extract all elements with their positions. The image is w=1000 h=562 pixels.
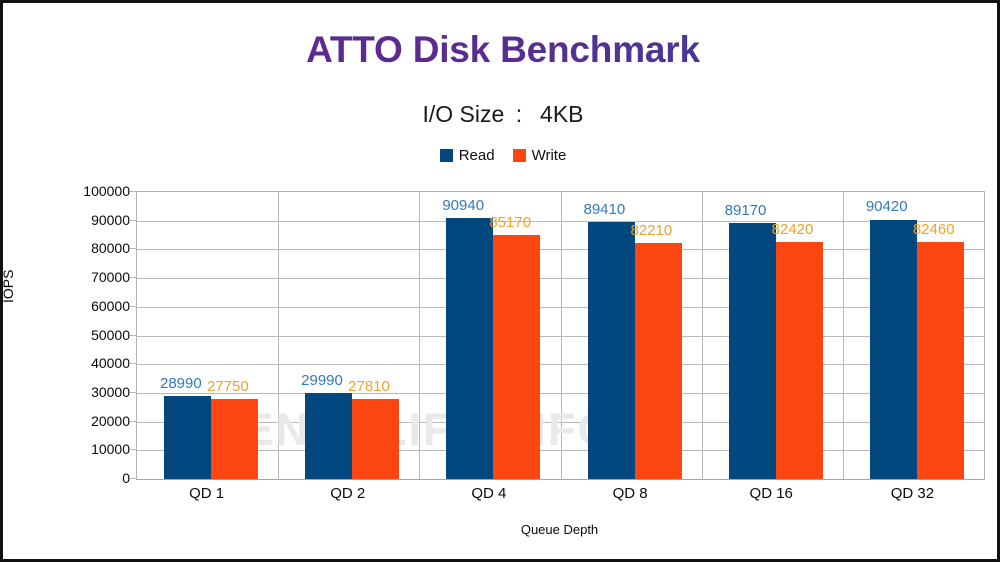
y-axis-tick-mark bbox=[130, 219, 136, 221]
y-axis-tick-mark bbox=[130, 478, 136, 479]
bar-write-qd8[interactable] bbox=[634, 243, 682, 479]
y-axis-tick-mark bbox=[130, 248, 136, 250]
x-axis-tick-label: QD 8 bbox=[612, 485, 648, 502]
gridline bbox=[137, 249, 984, 251]
bar-write-qd2[interactable] bbox=[352, 399, 400, 479]
legend-item-write[interactable]: Write bbox=[512, 147, 567, 164]
bar-read-qd2[interactable] bbox=[305, 392, 353, 479]
y-axis-tick-label: 30000 bbox=[91, 383, 130, 400]
chart-legend: Read Write bbox=[3, 147, 997, 164]
bar-value-label: 90940 bbox=[442, 197, 485, 214]
x-axis-tick-label: QD 2 bbox=[330, 485, 366, 502]
chart-title: ATTO Disk Benchmark bbox=[3, 29, 997, 71]
gridline bbox=[137, 306, 984, 308]
gridline bbox=[137, 421, 984, 423]
y-axis-tick-label: 100000 bbox=[83, 183, 130, 199]
gridline bbox=[137, 364, 984, 366]
bar-write-qd4[interactable] bbox=[493, 234, 541, 479]
category-separator bbox=[561, 192, 562, 479]
bar-value-label: 85170 bbox=[489, 213, 532, 231]
y-axis-tick-label: 10000 bbox=[91, 441, 130, 458]
legend-label-read: Read bbox=[458, 147, 495, 164]
bar-value-label: 89170 bbox=[724, 202, 767, 220]
x-axis-tick-label: QD 16 bbox=[749, 485, 793, 502]
bar-value-label: 82460 bbox=[912, 221, 955, 239]
y-axis-tick-mark bbox=[130, 363, 136, 365]
category-separator bbox=[702, 192, 703, 479]
legend-label-write: Write bbox=[531, 147, 567, 164]
gridline bbox=[137, 450, 984, 452]
bar-value-label: 29990 bbox=[301, 371, 343, 389]
bar-value-label: 82210 bbox=[630, 222, 673, 240]
y-axis-tick-mark bbox=[130, 191, 136, 192]
x-axis-tick-label: QD 1 bbox=[189, 485, 225, 502]
legend-swatch-write-icon bbox=[512, 149, 526, 162]
bar-read-qd8[interactable] bbox=[587, 222, 635, 479]
bar-group: 29990 27810 bbox=[278, 192, 419, 479]
y-axis-tick-label: 50000 bbox=[91, 326, 130, 343]
bar-read-qd32[interactable] bbox=[869, 219, 917, 479]
y-axis-tick-label: 80000 bbox=[91, 240, 130, 257]
y-axis-tick-label: 0 bbox=[122, 470, 130, 486]
bar-group: 90420 82460 bbox=[843, 192, 984, 479]
legend-swatch-read-icon bbox=[439, 149, 453, 162]
bar-value-label: 27750 bbox=[207, 378, 249, 396]
y-axis-tick-mark bbox=[130, 391, 136, 393]
category-separator bbox=[419, 192, 420, 479]
category-separator bbox=[278, 192, 279, 479]
x-axis-tick-labels: QD 1 QD 2 QD 4 QD 8 QD 16 QD 32 bbox=[136, 485, 983, 509]
gridline bbox=[137, 392, 984, 394]
bar-value-label: 82420 bbox=[771, 221, 814, 239]
plot-area: BENCHLIFE.INFO 28990 27750 29990 27810 90940… bbox=[136, 191, 985, 480]
x-axis-tick-label: QD 32 bbox=[890, 485, 935, 502]
bars-layer: 28990 27750 29990 27810 90940 85170 89410 82210… bbox=[137, 192, 984, 479]
bar-write-qd32[interactable] bbox=[916, 242, 964, 479]
legend-item-read[interactable]: Read bbox=[439, 147, 495, 164]
bar-value-label: 89410 bbox=[583, 201, 626, 219]
gridline bbox=[137, 335, 984, 337]
y-axis-tick-label: 40000 bbox=[91, 355, 130, 372]
bar-read-qd16[interactable] bbox=[728, 223, 776, 479]
y-axis-tick-marks bbox=[3, 191, 143, 479]
y-axis-tick-labels: 0 10000 20000 30000 40000 50000 60000 70000 8000… bbox=[25, 183, 130, 486]
y-axis-tick-label: 70000 bbox=[91, 269, 130, 286]
x-axis-tick-label: QD 4 bbox=[471, 485, 507, 502]
y-axis-tick-mark bbox=[130, 305, 136, 307]
gridline bbox=[137, 278, 984, 280]
chart-subtitle: I/O Size : 4KB bbox=[422, 101, 584, 127]
bar-value-label: 28990 bbox=[160, 374, 202, 392]
bar-value-label: 90420 bbox=[865, 198, 908, 216]
y-axis-tick-mark bbox=[130, 334, 136, 336]
bar-group: 90940 85170 bbox=[419, 192, 560, 479]
x-axis-title: Queue Depth bbox=[520, 522, 599, 537]
bar-read-qd4[interactable] bbox=[446, 218, 494, 479]
y-axis-tick-label: 20000 bbox=[91, 412, 130, 429]
bar-group: 89170 82420 bbox=[702, 192, 843, 479]
y-axis-tick-label: 90000 bbox=[91, 211, 130, 228]
bar-read-qd1[interactable] bbox=[164, 395, 211, 479]
y-axis-tick-label: 60000 bbox=[91, 297, 130, 314]
gridline bbox=[137, 220, 984, 222]
y-axis-tick-mark bbox=[130, 277, 136, 279]
category-separator bbox=[843, 192, 844, 479]
bar-write-qd1[interactable] bbox=[211, 399, 258, 479]
y-axis-tick-mark bbox=[130, 449, 136, 451]
y-axis-tick-mark bbox=[130, 420, 136, 422]
bar-group: 89410 82210 bbox=[561, 192, 702, 479]
bar-value-label: 27810 bbox=[348, 378, 390, 396]
bar-write-qd16[interactable] bbox=[775, 242, 823, 479]
bar-group: 28990 27750 bbox=[137, 192, 278, 479]
